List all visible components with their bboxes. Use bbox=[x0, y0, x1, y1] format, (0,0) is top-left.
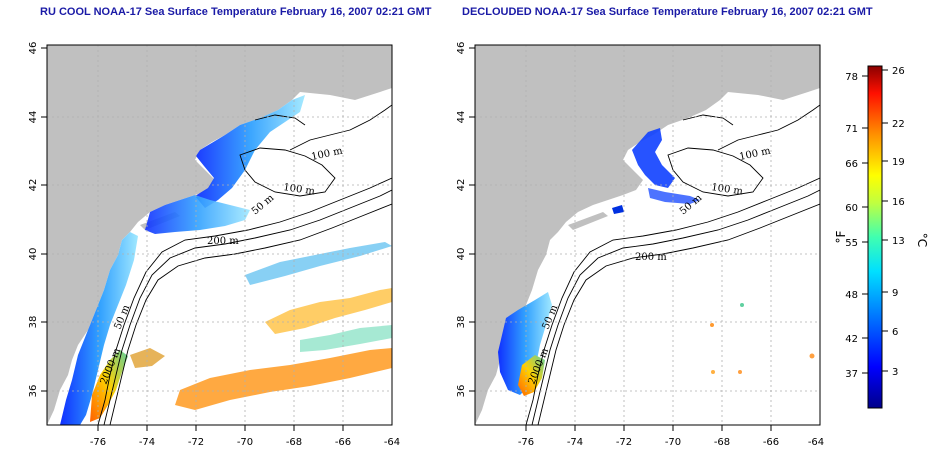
left-lat-tick: 40 bbox=[28, 248, 39, 261]
contour-label-100m-b: 100 m bbox=[711, 182, 744, 197]
left-lon-tick: -72 bbox=[188, 437, 204, 448]
left-lat-tick: 42 bbox=[28, 179, 39, 192]
right-lon-tick: -68 bbox=[714, 437, 730, 448]
left-lon-tick: -70 bbox=[237, 437, 253, 448]
colorbar-f-tick: 60 bbox=[845, 203, 858, 214]
right-map-grid bbox=[475, 45, 820, 425]
colorbar-f-tick: 71 bbox=[845, 124, 858, 135]
left-map-land bbox=[47, 45, 392, 425]
colorbar-f-tick: 37 bbox=[845, 369, 858, 380]
right-map-sst-coastal bbox=[498, 292, 552, 395]
left-map-sst-gulfstream-south bbox=[90, 350, 128, 422]
right-map-sst-dot bbox=[740, 303, 744, 307]
colorbar-f-tick: 78 bbox=[845, 72, 858, 83]
right-map-sst-dot bbox=[710, 323, 714, 327]
colorbar-unit-f: °F bbox=[834, 230, 848, 243]
right-map-frame bbox=[474, 44, 821, 426]
right-lon-tick: -64 bbox=[808, 437, 824, 448]
left-map-sst-shelf-north bbox=[145, 195, 250, 234]
right-lon-tick: -66 bbox=[763, 437, 779, 448]
left-lon-tick: -74 bbox=[139, 437, 155, 448]
colorbar-f-tick: 42 bbox=[845, 334, 858, 345]
right-lat-tick: 40 bbox=[456, 248, 467, 261]
left-lon-tick: -64 bbox=[384, 437, 400, 448]
right-lon-tick: -72 bbox=[616, 437, 632, 448]
right-lon-tick: -76 bbox=[518, 437, 534, 448]
right-map-sst-dot bbox=[738, 370, 742, 374]
left-lat-tick: 44 bbox=[28, 111, 39, 124]
left-lon-tick: -68 bbox=[286, 437, 302, 448]
colorbar-unit-c: °C bbox=[915, 233, 929, 247]
right-lat-tick: 36 bbox=[456, 385, 467, 398]
left-map: 100 m 100 m 50 m 200 m 50 m 2000 m bbox=[28, 42, 400, 448]
colorbar-c-tick: 26 bbox=[892, 66, 905, 77]
colorbar-c-tick: 22 bbox=[892, 119, 905, 130]
left-lat-tick: 36 bbox=[28, 385, 39, 398]
right-map-sst-gom bbox=[632, 128, 675, 188]
right-map-nova-scotia bbox=[728, 45, 820, 100]
right-lon-tick: -70 bbox=[665, 437, 681, 448]
contour-label-200m: 200 m bbox=[635, 252, 667, 263]
right-map-sst-dot bbox=[809, 353, 815, 359]
right-map-land bbox=[475, 45, 820, 425]
left-map-sst-coastal bbox=[60, 232, 138, 425]
right-lat-tick: 44 bbox=[456, 111, 467, 124]
colorbar-f-tick: 55 bbox=[845, 238, 858, 249]
colorbar-c-tick: 19 bbox=[892, 157, 905, 168]
colorbar: 78 71 66 60 55 48 42 37 26 22 19 16 13 9… bbox=[834, 65, 929, 409]
right-lat-tick: 42 bbox=[456, 179, 467, 192]
right-lon-tick: -74 bbox=[567, 437, 583, 448]
right-map-sst-warm bbox=[518, 355, 545, 396]
left-map-sst-patch-3 bbox=[245, 242, 392, 285]
right-map-sst-shelf bbox=[648, 188, 700, 204]
left-lat-tick: 46 bbox=[28, 42, 39, 55]
left-map-sst-patch-2 bbox=[265, 288, 392, 334]
left-map-sst-patch-1 bbox=[175, 348, 392, 410]
contour-label-200m: 200 m bbox=[207, 236, 239, 247]
left-lon-tick: -76 bbox=[90, 437, 106, 448]
right-map-title: DECLOUDED NOAA-17 Sea Surface Temperatur… bbox=[462, 6, 873, 18]
right-map-long-island bbox=[568, 212, 608, 230]
colorbar-c-tick: 6 bbox=[892, 327, 898, 338]
left-map-sst-patch-4 bbox=[300, 325, 392, 352]
left-map-sst-patch-5 bbox=[130, 348, 165, 368]
contour-label-100m-b: 100 m bbox=[283, 182, 316, 197]
left-map-nova-scotia bbox=[300, 45, 392, 100]
colorbar-c-tick: 16 bbox=[892, 197, 905, 208]
right-map-sst-dot bbox=[711, 370, 715, 374]
left-map-grid bbox=[47, 45, 392, 425]
left-map-bathymetry bbox=[97, 104, 392, 425]
right-map-sst-small bbox=[612, 205, 624, 214]
colorbar-f-tick: 48 bbox=[845, 290, 858, 301]
colorbar-f-tick: 66 bbox=[845, 159, 858, 170]
colorbar-c-tick: 3 bbox=[892, 367, 898, 378]
colorbar-c-tick: 9 bbox=[892, 288, 898, 299]
right-map-bathymetry bbox=[525, 104, 820, 425]
colorbar-c-tick: 13 bbox=[892, 236, 905, 247]
left-map-title: RU COOL NOAA-17 Sea Surface Temperature … bbox=[40, 6, 432, 18]
right-map: 100 m 100 m 50 m 200 m 50 m 2000 m - bbox=[456, 42, 824, 448]
left-lat-tick: 38 bbox=[28, 316, 39, 329]
right-lat-tick: 38 bbox=[456, 316, 467, 329]
left-lon-tick: -66 bbox=[335, 437, 351, 448]
right-lat-tick: 46 bbox=[456, 42, 467, 55]
left-map-frame bbox=[46, 44, 393, 426]
colorbar-gradient bbox=[867, 65, 883, 409]
